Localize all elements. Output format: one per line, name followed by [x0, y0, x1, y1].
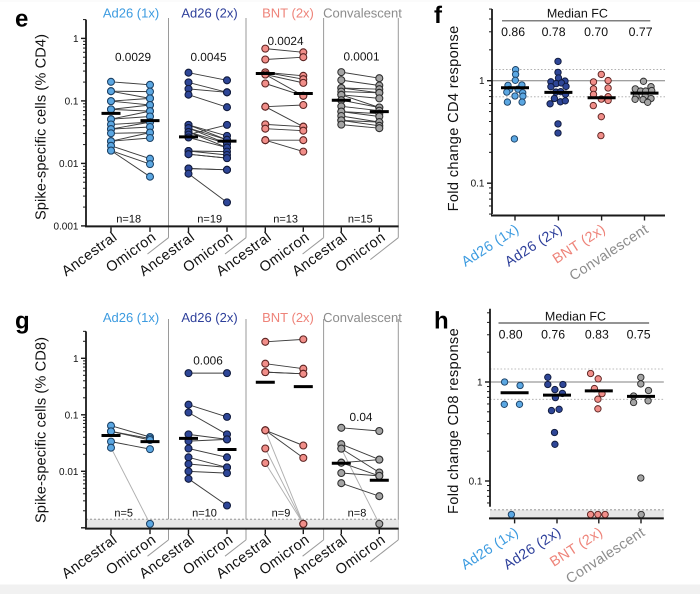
svg-text:0.1: 0.1	[65, 410, 79, 421]
svg-text:Fold change CD4 response: Fold change CD4 response	[446, 25, 462, 211]
svg-text:BNT (2x): BNT (2x)	[262, 310, 314, 325]
svg-text:Ad26 (1x): Ad26 (1x)	[103, 6, 159, 21]
svg-text:h: h	[434, 308, 449, 335]
svg-text:Ad26 (1x): Ad26 (1x)	[103, 310, 159, 325]
svg-text:0.0001: 0.0001	[343, 50, 379, 64]
svg-text:1: 1	[73, 34, 79, 45]
svg-text:Ad26 (2x): Ad26 (2x)	[181, 6, 237, 21]
svg-text:0.0045: 0.0045	[190, 50, 227, 64]
svg-text:Convalescent: Convalescent	[323, 6, 402, 21]
svg-text:0.001: 0.001	[53, 221, 78, 232]
svg-text:0.0024: 0.0024	[267, 34, 304, 48]
svg-text:Fold change CD8 response: Fold change CD8 response	[446, 328, 462, 514]
svg-text:0.80: 0.80	[499, 327, 523, 341]
svg-text:n=15: n=15	[348, 213, 373, 225]
svg-text:0.86: 0.86	[501, 25, 525, 39]
svg-text:1: 1	[73, 354, 79, 365]
svg-text:0.70: 0.70	[584, 25, 608, 39]
svg-text:Median FC: Median FC	[545, 310, 606, 324]
svg-text:Spike-specific cells (% CD4): Spike-specific cells (% CD4)	[34, 34, 50, 220]
svg-text:n=9: n=9	[272, 507, 291, 519]
svg-text:Convalescent: Convalescent	[323, 310, 402, 325]
svg-text:0.1: 0.1	[469, 477, 483, 488]
svg-text:n=5: n=5	[114, 507, 133, 519]
svg-text:0.77: 0.77	[629, 25, 653, 39]
svg-text:0.83: 0.83	[585, 327, 609, 341]
svg-text:0.76: 0.76	[541, 327, 565, 341]
svg-text:g: g	[15, 308, 30, 335]
svg-text:n=19: n=19	[197, 213, 222, 225]
svg-text:f: f	[434, 2, 443, 29]
svg-text:0.78: 0.78	[542, 25, 566, 39]
svg-text:0.1: 0.1	[471, 179, 485, 190]
svg-text:0.75: 0.75	[627, 327, 651, 341]
svg-text:0.006: 0.006	[193, 354, 223, 368]
svg-text:n=8: n=8	[348, 507, 367, 519]
svg-text:0.01: 0.01	[59, 159, 79, 170]
svg-text:n=10: n=10	[192, 507, 217, 519]
svg-text:Ad26 (2x): Ad26 (2x)	[181, 310, 237, 325]
svg-text:1: 1	[479, 76, 485, 87]
svg-text:e: e	[15, 6, 28, 33]
svg-text:BNT (2x): BNT (2x)	[262, 6, 314, 21]
svg-text:n=13: n=13	[273, 213, 298, 225]
svg-text:n=18: n=18	[116, 213, 141, 225]
svg-text:0.1: 0.1	[65, 96, 79, 107]
svg-text:0.01: 0.01	[59, 467, 79, 478]
svg-text:Median FC: Median FC	[547, 7, 608, 21]
svg-text:1: 1	[477, 378, 483, 389]
svg-text:0.0029: 0.0029	[115, 50, 151, 64]
svg-text:0.04: 0.04	[350, 410, 373, 424]
svg-text:Spike-specific cells (% CD8): Spike-specific cells (% CD8)	[34, 337, 50, 523]
